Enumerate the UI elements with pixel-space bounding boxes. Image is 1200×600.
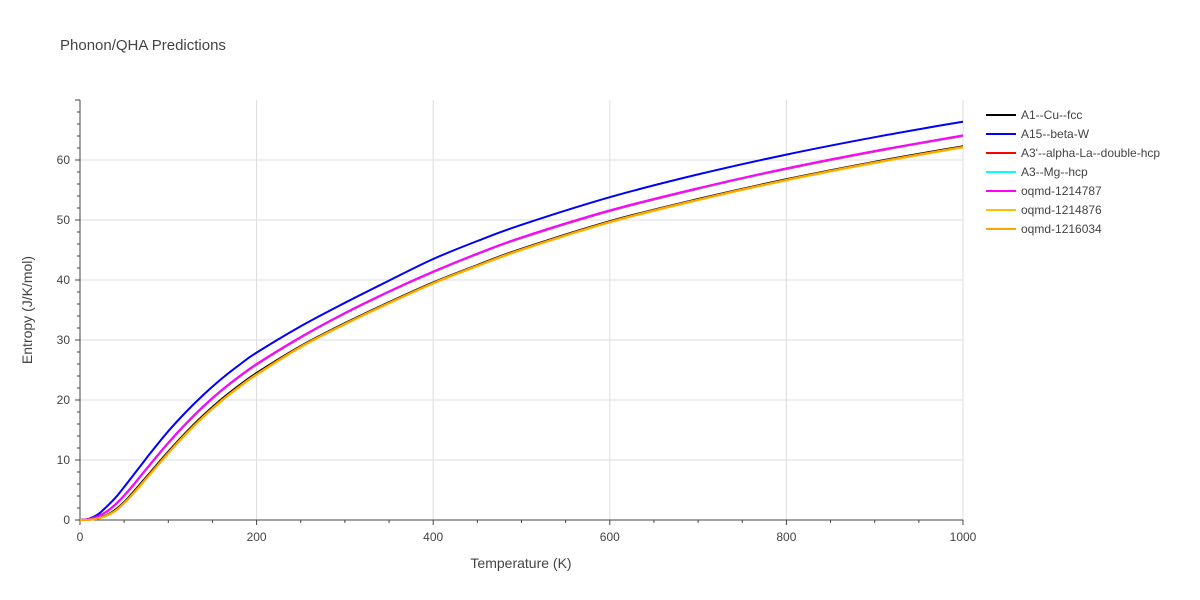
legend-item[interactable]: oqmd-1214876 [986,203,1102,217]
legend-label: A1--Cu--fcc [1021,108,1082,122]
y-axis-title: Entropy (J/K/mol) [19,256,35,364]
y-tick-label: 50 [57,213,71,227]
x-tick-labels: 0 200 400 600 800 1000 [77,530,977,544]
series-line-5 [79,146,964,521]
axes [75,99,964,525]
x-tick-label: 600 [600,530,620,544]
legend-label: A3'--alpha-La--double-hcp [1021,146,1160,160]
series-line-6 [79,145,964,521]
chart-title: Phonon/QHA Predictions [60,37,226,54]
legend-label: A3--Mg--hcp [1021,165,1088,179]
x-tick-label: 1000 [950,530,977,544]
legend-label: oqmd-1214876 [1021,203,1102,217]
y-tick-labels: 0 10 20 30 40 50 60 [57,153,71,527]
legend[interactable]: A1--Cu--fcc A15--beta-W A3'--alpha-La--dou… [986,108,1160,236]
legend-item[interactable]: A15--beta-W [986,127,1090,141]
series-lines [79,120,964,521]
y-tick-label: 20 [57,393,71,407]
legend-item[interactable]: oqmd-1216034 [986,222,1102,236]
y-tick-label: 0 [63,513,70,527]
grid [80,100,964,520]
y-tick-label: 30 [57,333,71,347]
y-tick-label: 60 [57,153,71,167]
series-line-1 [79,120,964,521]
series-line-2 [79,135,964,521]
x-tick-label: 800 [776,530,796,544]
series-line-3 [79,134,964,521]
x-tick-label: 400 [423,530,443,544]
x-tick-label: 0 [77,530,84,544]
legend-item[interactable]: A3--Mg--hcp [986,165,1088,179]
y-tick-label: 40 [57,273,71,287]
y-tick-label: 10 [57,453,71,467]
legend-item[interactable]: A3'--alpha-La--double-hcp [986,146,1160,160]
legend-item[interactable]: oqmd-1214787 [986,184,1102,198]
series-line-4 [79,134,964,521]
legend-label: oqmd-1216034 [1021,222,1102,236]
x-axis-title: Temperature (K) [470,555,571,571]
series-line-0 [79,145,964,521]
x-tick-label: 200 [247,530,267,544]
legend-label: oqmd-1214787 [1021,184,1102,198]
legend-item[interactable]: A1--Cu--fcc [986,108,1082,122]
legend-label: A15--beta-W [1021,127,1090,141]
